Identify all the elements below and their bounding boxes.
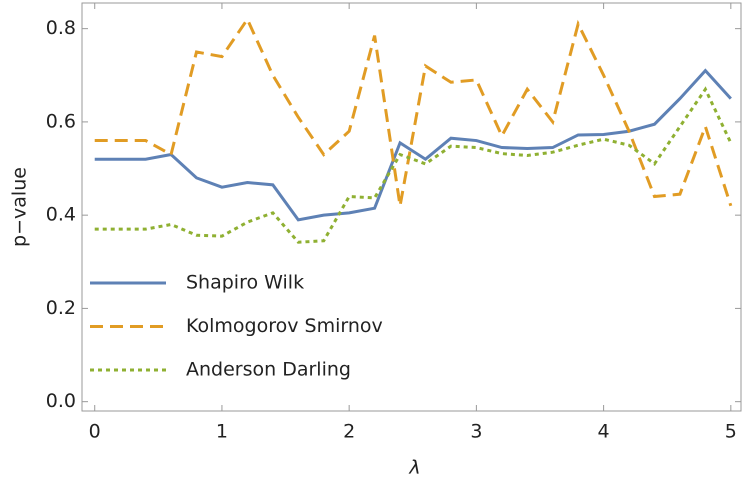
series-line [94, 86, 733, 244]
y-axis-label: p−value [9, 167, 31, 247]
y-tick-label: 0.8 [46, 17, 76, 39]
legend-label: Anderson Darling [186, 359, 351, 381]
x-tick-label: 4 [598, 421, 610, 443]
x-axis-label: λ [408, 457, 420, 479]
series-line [94, 16, 733, 207]
legend-label: Shapiro Wilk [186, 272, 304, 294]
x-tick-label: 2 [343, 421, 355, 443]
y-tick-label: 0.0 [46, 390, 76, 412]
x-tick-label: 1 [216, 421, 228, 443]
x-tick-label: 3 [470, 421, 482, 443]
y-tick-label: 0.6 [46, 110, 76, 132]
x-tick-label: 5 [725, 421, 737, 443]
series-line [94, 68, 732, 222]
legend-label: Kolmogorov Smirnov [186, 315, 383, 337]
y-tick-label: 0.2 [46, 297, 76, 319]
x-tick-label: 0 [89, 421, 101, 443]
plot-frame [81, 2, 742, 412]
y-tick-label: 0.4 [46, 204, 76, 226]
